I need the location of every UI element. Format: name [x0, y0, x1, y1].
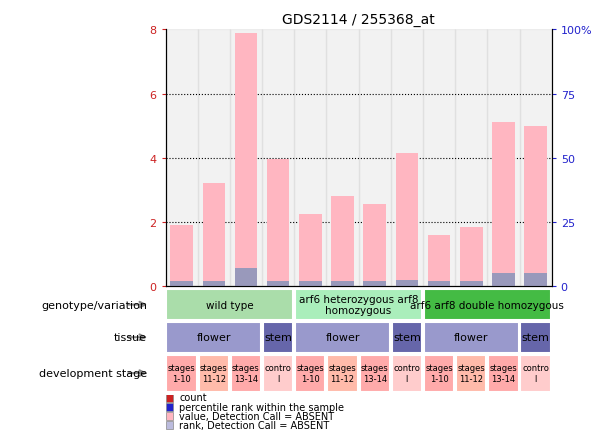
Bar: [364, 205, 386, 286]
Bar: [456, 355, 486, 391]
Bar: [199, 355, 229, 391]
Text: stages
1-10: stages 1-10: [168, 364, 196, 383]
Bar: [267, 282, 289, 286]
Bar: [327, 355, 357, 391]
Bar: [520, 30, 552, 286]
Bar: [267, 160, 289, 286]
Text: count: count: [179, 392, 207, 402]
Bar: [392, 322, 422, 353]
Bar: [263, 322, 293, 353]
Bar: [487, 30, 520, 286]
Bar: [331, 197, 354, 286]
Bar: [167, 322, 261, 353]
Bar: [230, 30, 262, 286]
Text: wild type: wild type: [206, 300, 254, 310]
Text: tissue: tissue: [114, 332, 147, 342]
Text: arf6 arf8 double homozygous: arf6 arf8 double homozygous: [410, 300, 565, 310]
Bar: [295, 355, 326, 391]
Bar: [364, 282, 386, 286]
Bar: [294, 30, 327, 286]
Text: flower: flower: [454, 332, 489, 342]
Bar: [460, 282, 482, 286]
Text: flower: flower: [326, 332, 360, 342]
Text: stages
13-14: stages 13-14: [490, 364, 517, 383]
Bar: [295, 289, 422, 320]
Bar: [524, 126, 547, 286]
Bar: [235, 269, 257, 286]
Bar: [263, 355, 293, 391]
Bar: [166, 421, 173, 429]
Bar: [391, 30, 423, 286]
Bar: [492, 274, 515, 286]
Text: stages
13-14: stages 13-14: [361, 364, 389, 383]
Text: stages
11-12: stages 11-12: [457, 364, 485, 383]
Text: stages
1-10: stages 1-10: [297, 364, 324, 383]
Bar: [455, 30, 487, 286]
Bar: [424, 322, 519, 353]
Bar: [520, 355, 550, 391]
Bar: [331, 282, 354, 286]
Text: development stage: development stage: [39, 368, 147, 378]
Bar: [299, 214, 322, 286]
Bar: [492, 123, 515, 286]
Text: genotype/variation: genotype/variation: [41, 300, 147, 310]
Bar: [202, 282, 225, 286]
Bar: [167, 355, 197, 391]
Bar: [327, 30, 359, 286]
Bar: [170, 282, 193, 286]
Text: stem: stem: [522, 332, 549, 342]
Bar: [262, 30, 294, 286]
Text: contro
l: contro l: [265, 364, 292, 383]
Bar: [231, 355, 261, 391]
Text: stages
1-10: stages 1-10: [425, 364, 453, 383]
Text: value, Detection Call = ABSENT: value, Detection Call = ABSENT: [179, 411, 334, 421]
Bar: [428, 235, 451, 286]
Bar: [524, 274, 547, 286]
Text: contro
l: contro l: [522, 364, 549, 383]
Bar: [423, 30, 455, 286]
Bar: [428, 282, 451, 286]
Text: percentile rank within the sample: percentile rank within the sample: [179, 402, 344, 412]
Text: stages
13-14: stages 13-14: [232, 364, 260, 383]
Bar: [198, 30, 230, 286]
Text: stem: stem: [393, 332, 421, 342]
Bar: [235, 33, 257, 286]
Bar: [395, 154, 418, 286]
Bar: [360, 355, 390, 391]
Title: GDS2114 / 255368_at: GDS2114 / 255368_at: [282, 13, 435, 26]
Text: contro
l: contro l: [394, 364, 421, 383]
Text: stem: stem: [264, 332, 292, 342]
Bar: [520, 322, 550, 353]
Bar: [392, 355, 422, 391]
Bar: [170, 226, 193, 286]
Bar: [167, 289, 293, 320]
Bar: [166, 30, 198, 286]
Bar: [295, 322, 390, 353]
Text: stages
11-12: stages 11-12: [200, 364, 227, 383]
Bar: [166, 412, 173, 420]
Bar: [202, 184, 225, 286]
Text: rank, Detection Call = ABSENT: rank, Detection Call = ABSENT: [179, 420, 329, 430]
Bar: [299, 282, 322, 286]
Bar: [166, 394, 173, 401]
Bar: [460, 227, 482, 286]
Bar: [424, 355, 454, 391]
Text: flower: flower: [197, 332, 231, 342]
Bar: [395, 280, 418, 286]
Bar: [359, 30, 391, 286]
Bar: [424, 289, 550, 320]
Bar: [166, 403, 173, 411]
Text: arf6 heterozygous arf8
homozygous: arf6 heterozygous arf8 homozygous: [299, 294, 418, 316]
Bar: [489, 355, 519, 391]
Text: stages
11-12: stages 11-12: [329, 364, 356, 383]
